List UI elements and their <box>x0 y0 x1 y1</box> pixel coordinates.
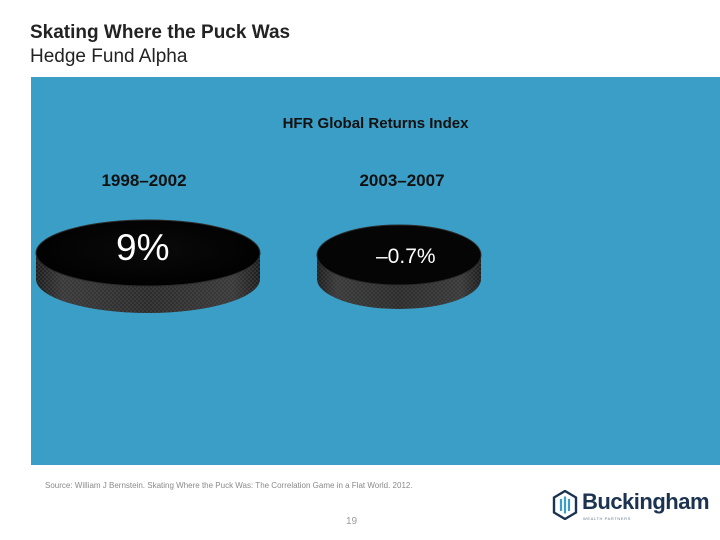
source-note: Source: William J Bernstein. Skating Whe… <box>45 481 413 490</box>
index-heading: HFR Global Returns Index <box>282 115 469 132</box>
return-value-1998-2002: 9% <box>116 227 170 268</box>
returns-panel: HFR Global Returns Index 1998–2002 2003–… <box>31 77 720 465</box>
buckingham-logo-mark-icon <box>552 490 578 520</box>
buckingham-logo: Buckingham WEALTH PARTNERS <box>552 488 712 528</box>
slide-subtitle: Hedge Fund Alpha <box>30 46 188 67</box>
hockey-puck-icon <box>35 219 261 313</box>
return-value-2003-2007: –0.7% <box>376 245 436 268</box>
logo-tagline: WEALTH PARTNERS <box>583 516 631 521</box>
slide-title-block: Skating Where the Puck Was Hedge Fund Al… <box>30 22 290 68</box>
logo-wordmark: Buckingham <box>582 489 710 514</box>
hockey-puck-icon <box>316 224 482 309</box>
period-label-1998-2002: 1998–2002 <box>101 171 187 190</box>
page-number: 19 <box>346 516 358 527</box>
period-label-2003-2007: 2003–2007 <box>359 171 445 190</box>
slide-title: Skating Where the Puck Was <box>30 22 291 43</box>
